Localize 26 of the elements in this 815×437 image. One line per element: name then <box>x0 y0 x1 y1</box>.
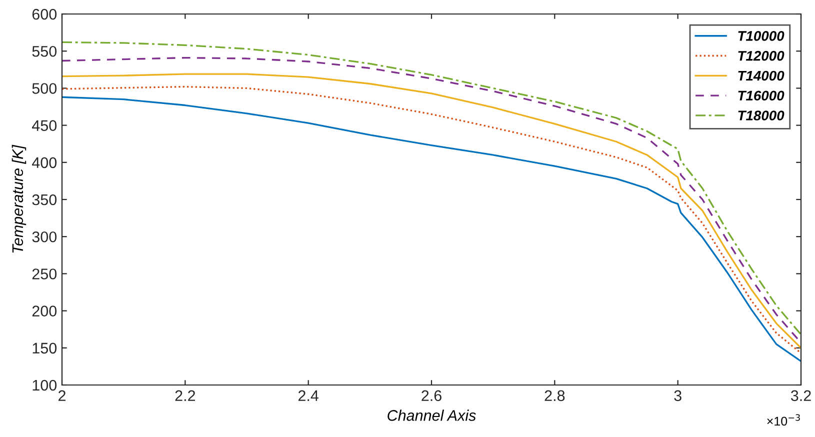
y-tick-label: 400 <box>32 157 57 168</box>
legend-label: T14000 <box>738 70 784 81</box>
x-tick-label: 2.2 <box>175 390 196 401</box>
y-axis-title: Temperature [K] <box>12 144 26 253</box>
y-tick-label: 100 <box>32 380 57 391</box>
y-tick-label: 450 <box>32 120 57 131</box>
legend-label: T16000 <box>738 90 784 101</box>
y-tick-label: 150 <box>32 342 57 354</box>
y-tick-label: 600 <box>32 8 57 20</box>
x-axis-title: Channel Axis <box>388 410 476 421</box>
x-tick-label: 2.8 <box>544 390 565 402</box>
x-tick-label: 2 <box>58 390 66 401</box>
x-tick-label: 3.2 <box>790 390 811 402</box>
legend-label: T10000 <box>738 31 784 41</box>
y-tick-label: 350 <box>32 194 57 206</box>
legend-label: T12000 <box>738 50 784 61</box>
y-tick-label: 550 <box>32 46 57 57</box>
x-tick-label: 2.6 <box>422 390 442 402</box>
legend-label: T18000 <box>738 110 784 120</box>
y-tick-label: 300 <box>32 231 57 242</box>
y-tick-label: 500 <box>32 83 57 94</box>
y-tick-label: 200 <box>32 306 57 316</box>
x-tick-label: 2.4 <box>298 390 319 401</box>
x-tick-label: 3 <box>674 390 682 402</box>
text: ×10$^{−3}$ <box>767 414 800 426</box>
y-tick-label: 250 <box>32 268 57 280</box>
